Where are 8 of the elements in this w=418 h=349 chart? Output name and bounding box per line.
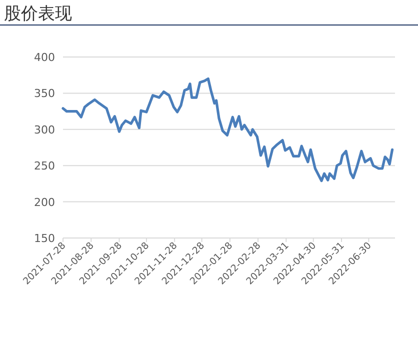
chart-title: 股价表现 [4,4,72,23]
y-tick-label: 200 [34,196,55,209]
y-tick-label: 400 [34,51,55,64]
y-tick-label: 150 [34,232,55,245]
y-tick-label: 250 [34,160,55,173]
line-series [62,77,394,182]
y-tick-label: 300 [34,123,55,136]
y-tick-label: 350 [34,87,55,100]
